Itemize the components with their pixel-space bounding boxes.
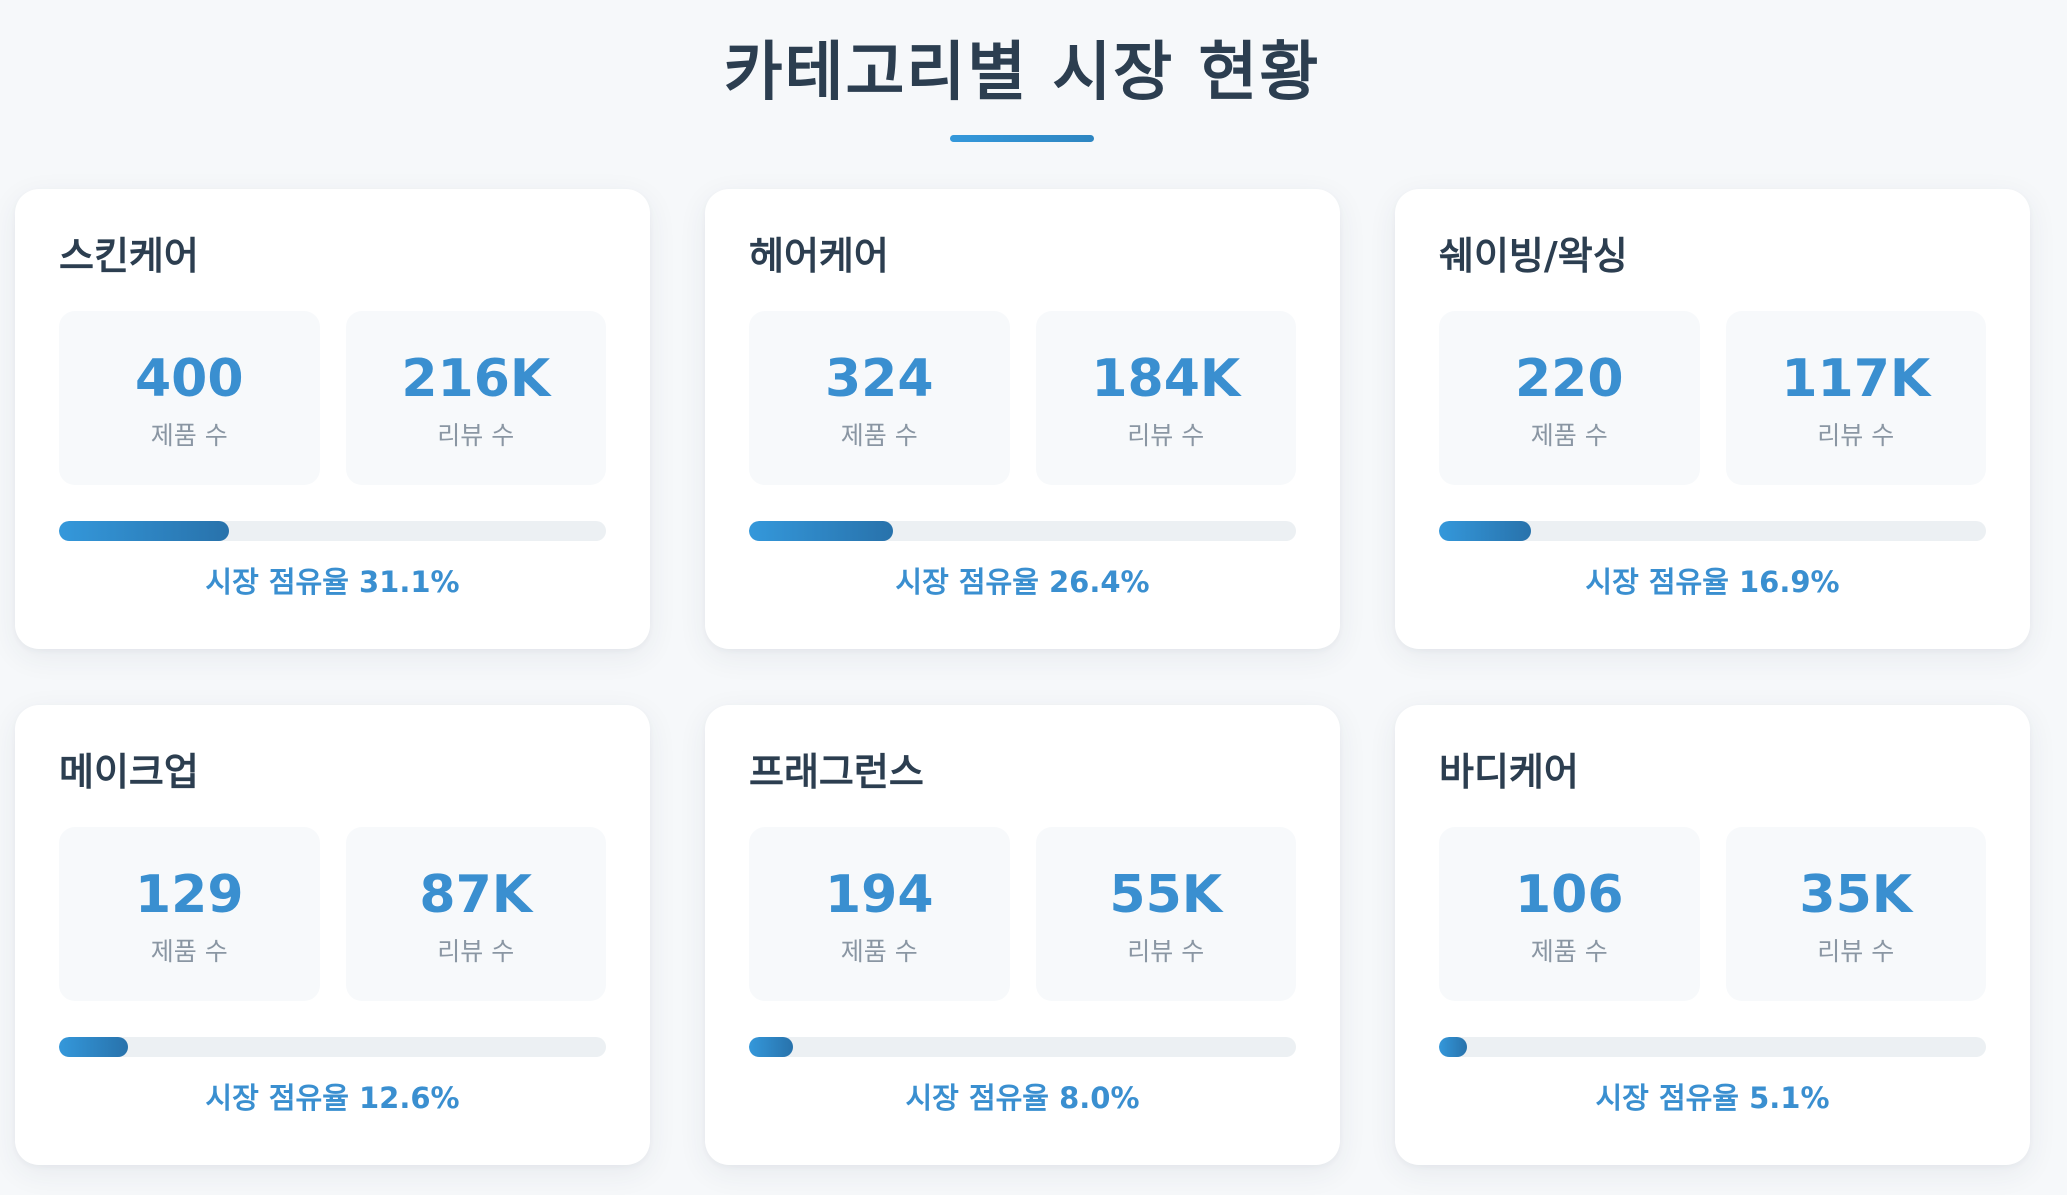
market-share-bar: [749, 521, 1296, 541]
product-count-label: 제품 수: [1530, 937, 1608, 966]
stats-row: 400 제품 수 216K 리뷰 수: [59, 311, 606, 485]
review-count-box: 184K 리뷰 수: [1035, 311, 1296, 485]
review-count-label: 리뷰 수: [1127, 421, 1205, 450]
stats-row: 106 제품 수 35K 리뷰 수: [1439, 827, 1986, 1001]
review-count-value: 55K: [1109, 865, 1223, 925]
stats-row: 194 제품 수 55K 리뷰 수: [749, 827, 1296, 1001]
market-share-fill: [1439, 1037, 1467, 1057]
market-share-fill: [59, 521, 230, 541]
category-card-haircare: 헤어케어 324 제품 수 184K 리뷰 수 시장 점유율 26.4%: [705, 189, 1340, 649]
product-count-label: 제품 수: [150, 421, 228, 450]
product-count-value: 129: [134, 865, 244, 925]
market-share-text: 시장 점유율 26.4%: [895, 565, 1150, 599]
market-share-bar: [1439, 521, 1986, 541]
market-share-fill: [749, 521, 894, 541]
product-count-label: 제품 수: [840, 421, 918, 450]
market-share-fill: [749, 1037, 793, 1057]
market-share-text: 시장 점유율 5.1%: [1595, 1081, 1830, 1115]
review-count-value: 35K: [1799, 865, 1913, 925]
market-share-bar: [59, 1037, 606, 1057]
product-count-box: 400 제품 수: [59, 311, 320, 485]
market-share-fill: [59, 1037, 128, 1057]
product-count-box: 106 제품 수: [1439, 827, 1700, 1001]
product-count-value: 106: [1514, 865, 1624, 925]
category-card-shaving-waxing: 쉐이빙/왁싱 220 제품 수 117K 리뷰 수 시장 점유율 16.9%: [1395, 189, 2030, 649]
review-count-box: 55K 리뷰 수: [1035, 827, 1296, 1001]
market-share-bar: [59, 521, 606, 541]
review-count-label: 리뷰 수: [1817, 421, 1895, 450]
review-count-label: 리뷰 수: [1817, 937, 1895, 966]
product-count-value: 400: [134, 349, 244, 409]
category-title: 프래그런스: [749, 750, 924, 794]
category-card-fragrance: 프래그런스 194 제품 수 55K 리뷰 수 시장 점유율 8.0%: [705, 705, 1340, 1165]
page-title: 카테고리별 시장 현황: [723, 36, 1321, 110]
product-count-box: 220 제품 수: [1439, 311, 1700, 485]
category-title: 헤어케어: [749, 234, 889, 278]
review-count-value: 184K: [1091, 349, 1241, 409]
product-count-box: 129 제품 수: [59, 827, 320, 1001]
category-card-bodycare: 바디케어 106 제품 수 35K 리뷰 수 시장 점유율 5.1%: [1395, 705, 2030, 1165]
product-count-value: 324: [824, 349, 934, 409]
review-count-label: 리뷰 수: [437, 421, 515, 450]
product-count-value: 194: [824, 865, 934, 925]
category-title: 바디케어: [1439, 750, 1579, 794]
category-title: 스킨케어: [59, 234, 199, 278]
category-card-skincare: 스킨케어 400 제품 수 216K 리뷰 수 시장 점유율 31.1%: [15, 189, 650, 649]
market-share-text: 시장 점유율 12.6%: [205, 1081, 460, 1115]
stats-row: 220 제품 수 117K 리뷰 수: [1439, 311, 1986, 485]
product-count-label: 제품 수: [1530, 421, 1608, 450]
category-card-makeup: 메이크업 129 제품 수 87K 리뷰 수 시장 점유율 12.6%: [15, 705, 650, 1165]
review-count-value: 117K: [1781, 349, 1931, 409]
market-share-text: 시장 점유율 16.9%: [1585, 565, 1840, 599]
review-count-label: 리뷰 수: [1127, 937, 1205, 966]
category-title: 메이크업: [59, 750, 199, 794]
review-count-value: 87K: [419, 865, 533, 925]
product-count-value: 220: [1514, 349, 1624, 409]
market-share-fill: [1439, 521, 1532, 541]
category-title: 쉐이빙/왁싱: [1439, 234, 1628, 278]
review-count-label: 리뷰 수: [437, 937, 515, 966]
product-count-box: 324 제품 수: [749, 311, 1010, 485]
market-share-text: 시장 점유율 31.1%: [205, 565, 460, 599]
review-count-value: 216K: [401, 349, 551, 409]
review-count-box: 117K 리뷰 수: [1725, 311, 1986, 485]
title-underline: [950, 135, 1094, 142]
stats-row: 324 제품 수 184K 리뷰 수: [749, 311, 1296, 485]
market-share-bar: [749, 1037, 1296, 1057]
category-grid: 스킨케어 400 제품 수 216K 리뷰 수 시장 점유율 31.1% 헤어케…: [15, 189, 2030, 1165]
review-count-box: 87K 리뷰 수: [345, 827, 606, 1001]
product-count-label: 제품 수: [150, 937, 228, 966]
market-share-text: 시장 점유율 8.0%: [905, 1081, 1140, 1115]
review-count-box: 216K 리뷰 수: [345, 311, 606, 485]
market-share-bar: [1439, 1037, 1986, 1057]
stats-row: 129 제품 수 87K 리뷰 수: [59, 827, 606, 1001]
review-count-box: 35K 리뷰 수: [1725, 827, 1986, 1001]
product-count-label: 제품 수: [840, 937, 918, 966]
product-count-box: 194 제품 수: [749, 827, 1010, 1001]
